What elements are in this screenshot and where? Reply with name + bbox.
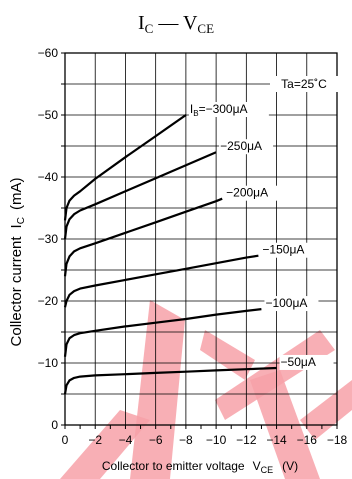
curve-label: −50μA: [281, 355, 316, 369]
curve-label: −200μA: [226, 186, 268, 200]
watermark-stroke: [300, 380, 352, 440]
curve-label-background: [219, 139, 274, 155]
curve-label-background: [279, 354, 334, 370]
y-tick-label: −10: [38, 356, 59, 370]
y-tick-label: −40: [38, 170, 59, 184]
y-tick-label: −60: [38, 46, 59, 60]
curve-label-background: [225, 185, 280, 201]
ib-curve: [63, 366, 277, 395]
annotation-background: [270, 76, 338, 92]
y-tick-label: −30: [38, 232, 59, 246]
x-tick-labels: 0 −2 −4 −6 −8 −10 −12 −14 −16 −18: [62, 433, 348, 447]
curve-label: −250μA: [220, 139, 262, 153]
watermark-stroke: [200, 330, 255, 380]
ib-curve: [63, 197, 223, 277]
x-tick-label: −8: [179, 433, 193, 447]
chart-title: IC — VCE: [138, 12, 214, 36]
curve-label: −150μA: [262, 243, 304, 257]
x-tick-label: −14: [266, 433, 287, 447]
watermark-logo: [60, 300, 352, 479]
watermark-stroke: [60, 410, 150, 479]
y-axis-label: Collector currentIC(mA): [8, 178, 27, 347]
tick-marks: [61, 52, 338, 429]
x-tick-label: 0: [62, 433, 69, 447]
y-tick-labels: 0 −10 −20 −30 −40 −50 −60: [38, 46, 59, 432]
x-tick-label: −10: [206, 433, 227, 447]
y-tick-label: −20: [38, 294, 59, 308]
curves: [63, 114, 277, 395]
x-tick-label: −12: [236, 433, 257, 447]
ib-curve: [63, 308, 262, 357]
x-tick-label: −4: [119, 433, 133, 447]
temperature-annotation: Ta=25˚C: [281, 77, 327, 91]
curve-label: IB=−300μA: [190, 102, 248, 118]
curve-label-background: [264, 296, 319, 312]
y-tick-label: 0: [51, 418, 58, 432]
curve-label-background: [261, 242, 316, 258]
watermark-stroke: [130, 300, 185, 479]
x-tick-label: −18: [327, 433, 348, 447]
x-axis-label: Collector to emitter voltage VCE (V): [102, 459, 298, 475]
x-tick-label: −16: [297, 433, 318, 447]
ib-curve: [63, 254, 259, 308]
curve-label: −100μA: [265, 296, 307, 310]
y-tick-label: −50: [38, 108, 59, 122]
curve-labels: IB=−300μA −250μA −200μA −150μA −100μA −50μA: [188, 102, 334, 370]
curve-label-background: [188, 102, 269, 117]
ib-curve: [63, 151, 217, 240]
x-tick-label: −2: [88, 433, 102, 447]
ib-curve: [63, 114, 187, 221]
x-tick-label: −6: [149, 433, 163, 447]
